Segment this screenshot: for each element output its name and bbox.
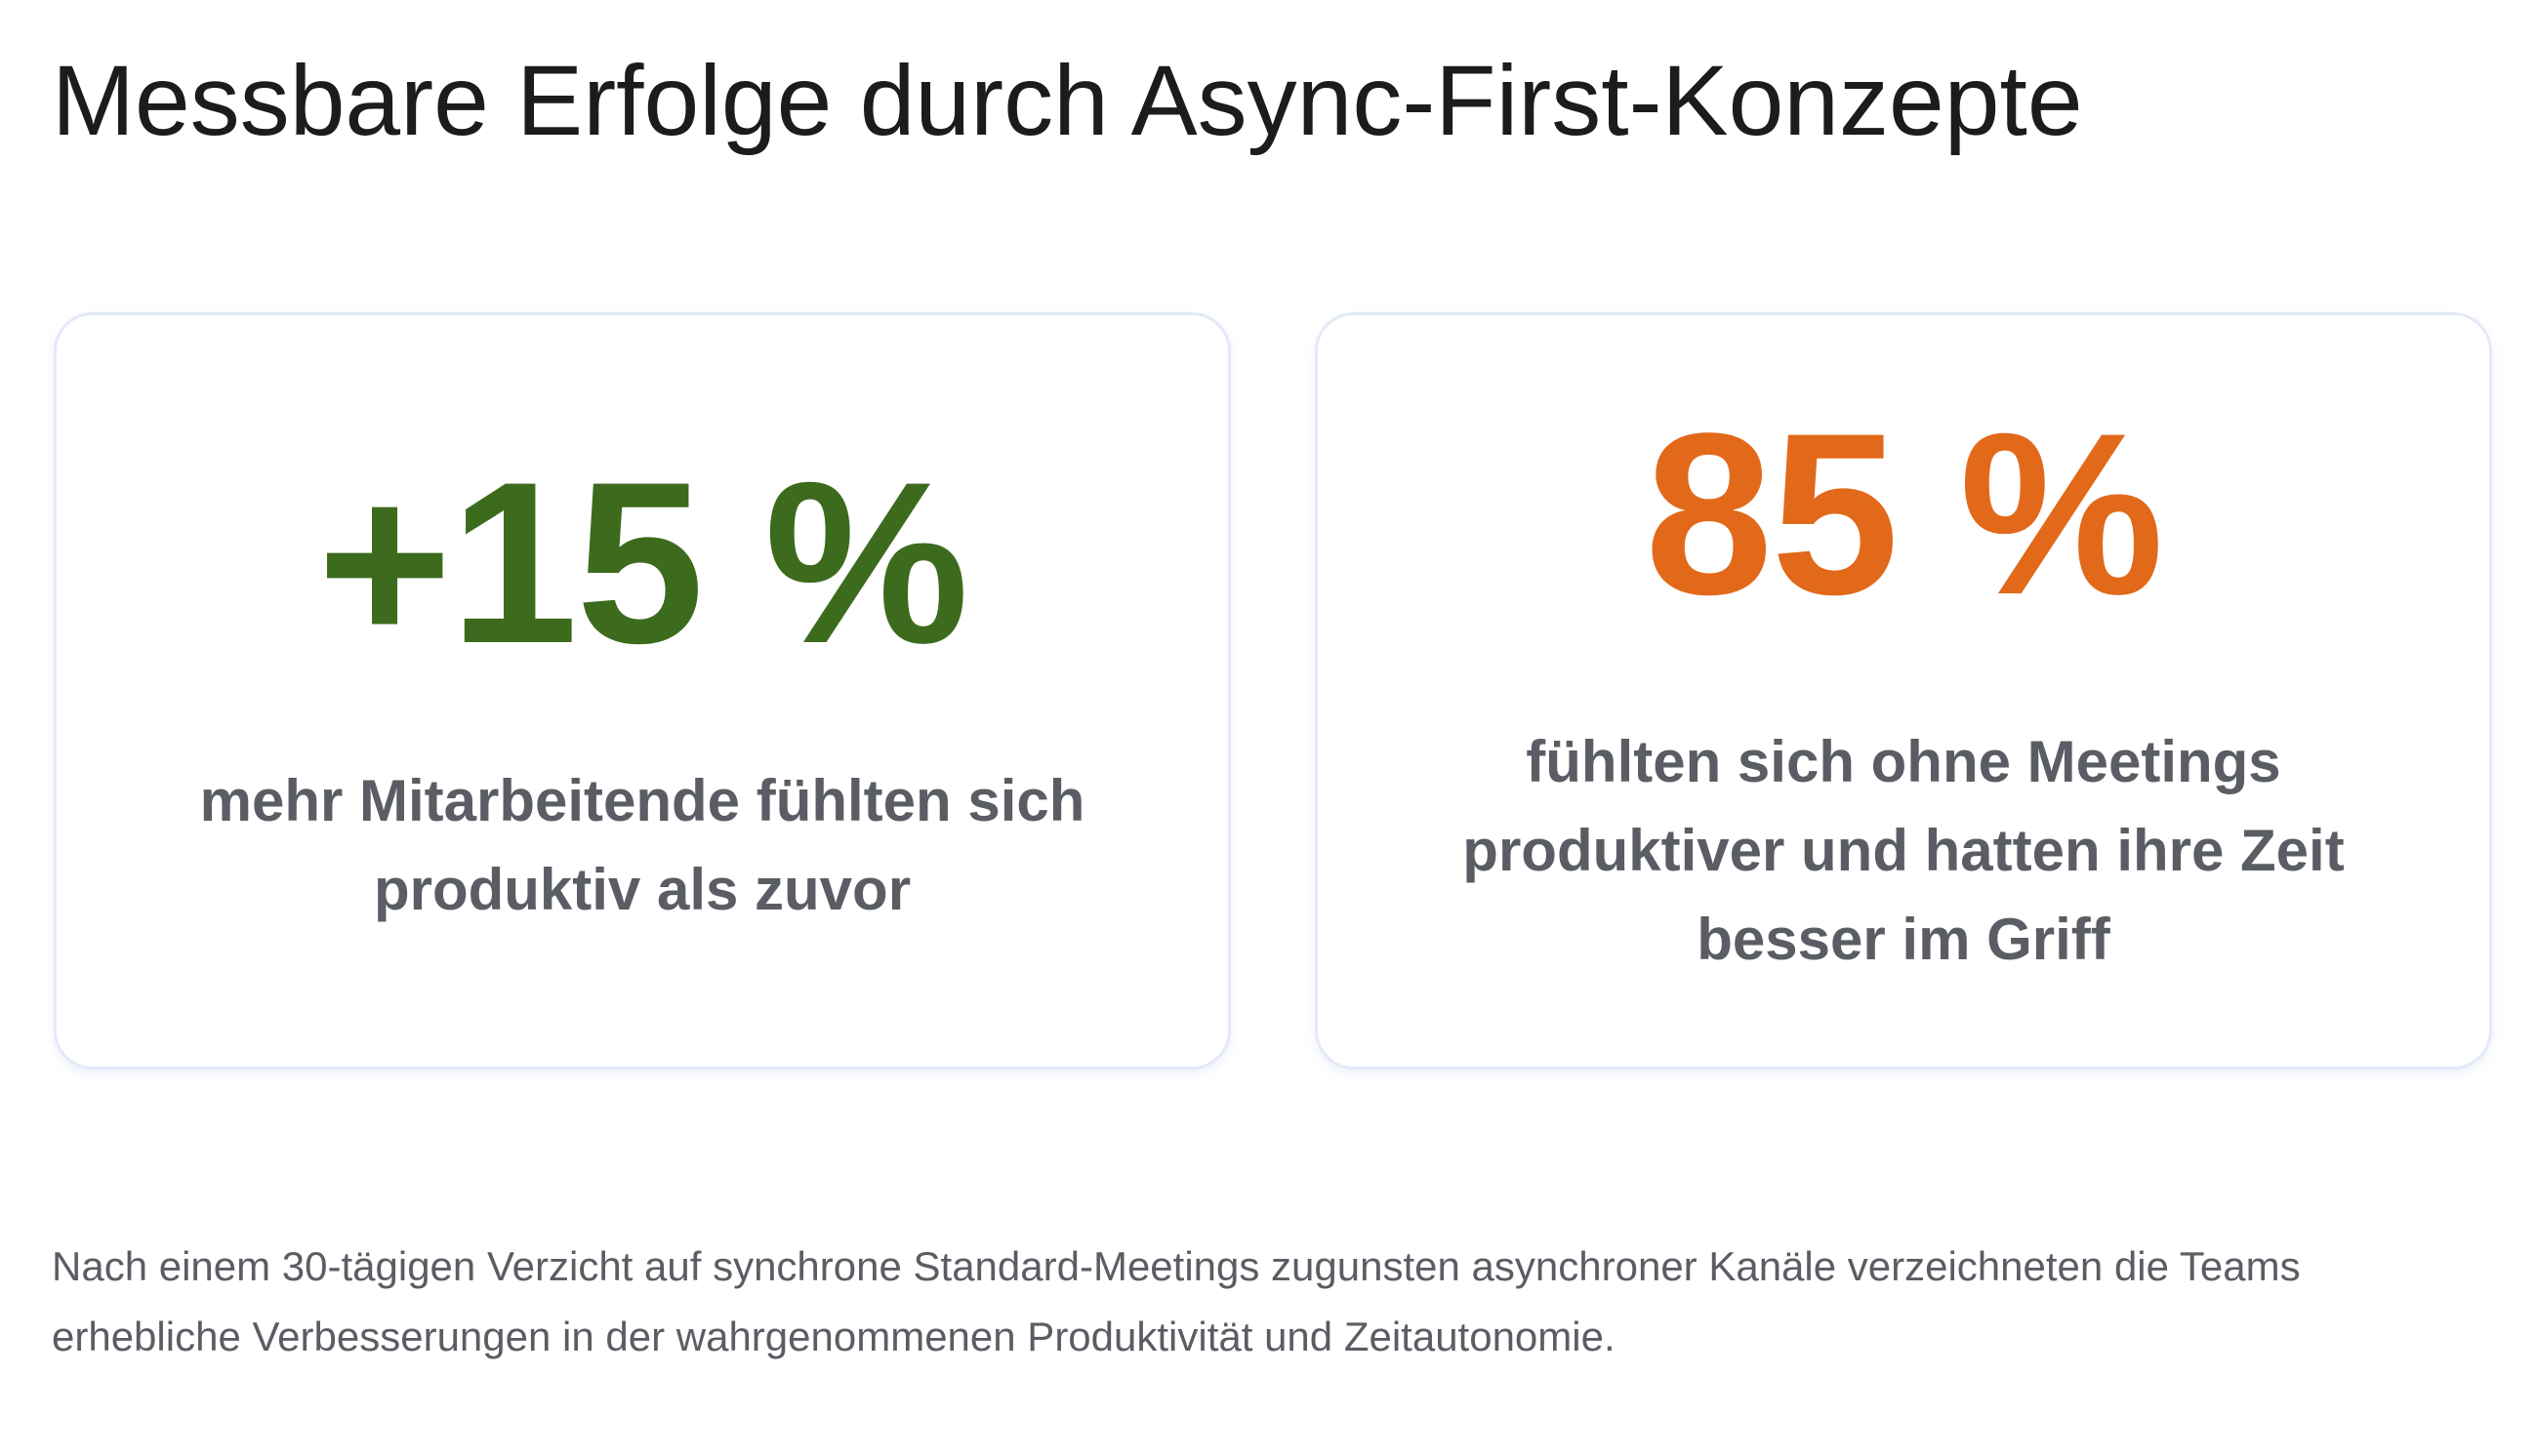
stat-value: +15 % bbox=[317, 434, 969, 692]
stat-card-productivity-increase: +15 % mehr Mitarbeitende fühlten sich pr… bbox=[54, 312, 1231, 1070]
stat-card-without-meetings: 85 % fühlten sich ohne Meetings produkti… bbox=[1315, 312, 2492, 1070]
footnote-text: Nach einem 30-tägigen Verzicht auf synch… bbox=[52, 1243, 2301, 1359]
stat-description: mehr Mitarbeitende fühlten sich produkti… bbox=[199, 768, 1085, 922]
stat-description: fühlten sich ohne Meetings produktiver u… bbox=[1462, 728, 2345, 972]
stat-value: 85 % bbox=[1645, 384, 2164, 643]
page-title: Messbare Erfolge durch Async-First-Konze… bbox=[52, 45, 2083, 156]
